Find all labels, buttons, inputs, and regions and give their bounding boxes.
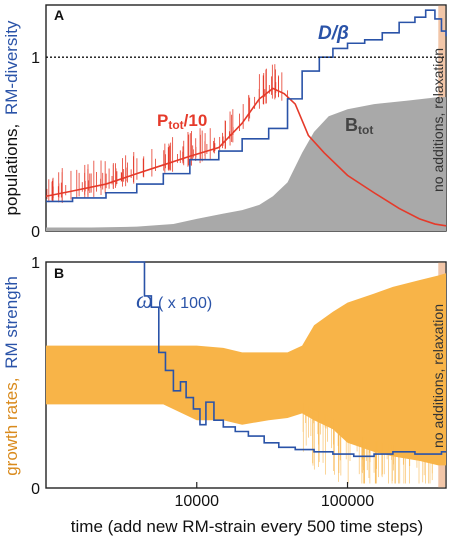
label-btot-main: B [345,115,358,135]
panel-b-ylabel-part1: growth rates, [2,378,21,476]
panel-b-ytick-0: 0 [31,481,40,498]
panel-b-ylabel-part2: RM strength [2,276,21,369]
label-btot-sub: tot [358,123,373,137]
panel-a-lines [45,9,447,227]
label-omega-symbol: ω [136,288,153,314]
label-btot: Btot [345,115,373,137]
label-ptot: Ptot/10 [157,111,207,132]
label-dbeta: D/β [318,23,349,44]
panel-b-lines [129,261,446,458]
label-ptot-sub: tot [168,118,183,132]
panel-a: A 0 1 populations, RM-diversity D/β Ptot… [2,4,447,241]
panel-a-ylabel: populations, RM-diversity [2,20,21,215]
panel-b: B 0 1 10000 100000 growth rates, RM stre… [2,255,447,536]
panel-a-ytick-0: 0 [31,224,40,241]
panel-b-letter: B [54,265,64,281]
series-b-2 [46,97,446,231]
panel-b-ytick-1: 1 [31,255,40,272]
series-d--1 [46,9,447,203]
label-ptot-tail: /10 [184,111,208,130]
panel-a-ytick-1: 1 [31,50,40,67]
panel-b-xtick-10000: 10000 [175,493,220,510]
series---0 [129,261,446,458]
panel-b-xticks [196,482,349,488]
panel-a-band-label: no additions, relaxation [430,48,446,192]
panel-b-xtick-100000: 100000 [321,493,374,510]
label-omega-tail: ( x 100) [158,295,212,312]
panel-a-ylabel-part1: populations, [2,124,21,216]
label-omega: ω ( x 100) [136,288,212,314]
panel-a-letter: A [54,7,64,23]
series-growth-rates-1 [46,273,446,466]
panel-a-btot-area [46,97,446,231]
panel-b-growth-band [46,273,446,484]
panel-a-ylabel-part2: RM-diversity [2,20,21,115]
x-axis-label: time (add new RM-strain every 500 time s… [71,517,423,536]
panel-b-band-label: no additions, relaxation [430,304,446,448]
panel-b-ylabel: growth rates, RM strength [2,276,21,476]
label-ptot-main: P [157,111,168,130]
